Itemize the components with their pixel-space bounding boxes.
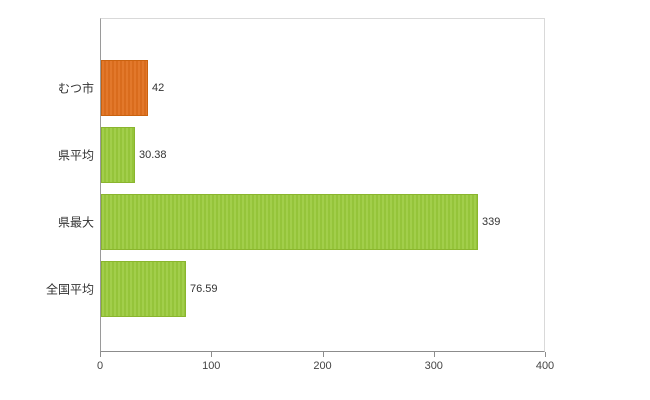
x-tick-mark-0 (100, 352, 101, 357)
x-tick-label-1: 100 (202, 360, 221, 372)
category-label-3: 全国平均 (45, 282, 94, 297)
x-tick-mark-1 (211, 352, 213, 357)
bar-0 (101, 60, 148, 116)
value-label-0: 42 (152, 82, 165, 94)
x-tick-mark-4 (545, 352, 546, 357)
x-tick-mark-2 (322, 352, 324, 357)
value-label-3: 76.59 (190, 283, 218, 295)
x-tick-label-4: 400 (535, 360, 555, 372)
value-label-1: 30.38 (139, 149, 167, 161)
bar-2 (101, 194, 478, 250)
x-tick-label-3: 300 (424, 360, 443, 372)
bar-3 (101, 261, 186, 317)
x-tick-label-0: 0 (96, 360, 104, 372)
x-tick-label-2: 200 (313, 360, 332, 372)
bar-1 (101, 127, 135, 183)
category-label-2: 県最大 (57, 215, 94, 230)
x-tick-mark-3 (433, 352, 435, 357)
value-label-2: 339 (482, 216, 501, 228)
category-label-0: むつ市 (57, 81, 94, 96)
category-label-1: 県平均 (57, 148, 94, 163)
